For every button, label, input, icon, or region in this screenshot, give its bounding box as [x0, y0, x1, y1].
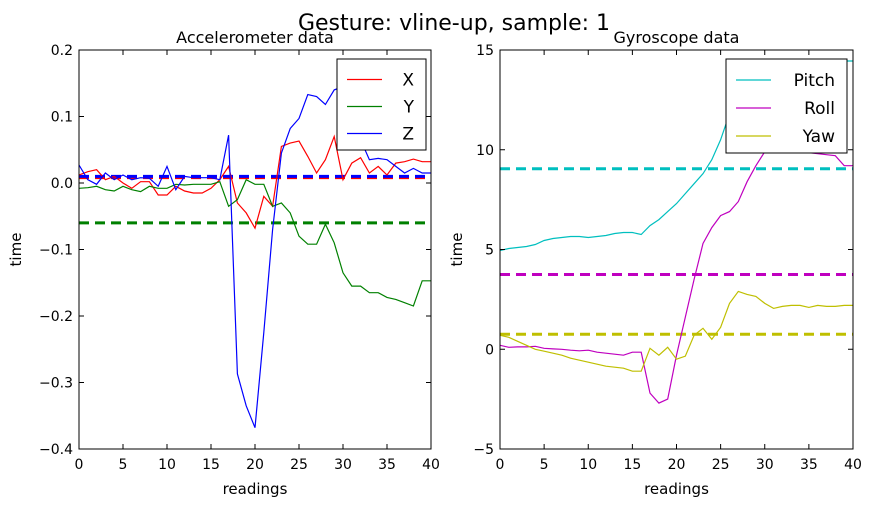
x-tick-label: 10	[158, 457, 176, 473]
y-tick-label: 15	[476, 43, 494, 59]
legend-label-pitch: Pitch	[794, 71, 835, 91]
y-tick-label: −0.4	[39, 442, 73, 458]
y-tick-label: 0.1	[51, 110, 73, 126]
legend-box	[336, 58, 427, 151]
chart-title: Gyroscope data	[614, 28, 740, 47]
y-tick-label: −0.1	[39, 243, 73, 259]
x-tick-label: 0	[496, 457, 505, 473]
x-tick-label: 15	[623, 457, 641, 473]
x-tick-label: 25	[712, 457, 730, 473]
y-axis-label: time	[7, 233, 25, 267]
y-tick-label: 0.0	[51, 176, 73, 192]
x-tick-label: 20	[668, 457, 686, 473]
y-tick-label: 0.2	[51, 43, 73, 59]
legend-label-yaw: Yaw	[802, 127, 835, 147]
x-tick-label: 15	[202, 457, 220, 473]
legend-label-roll: Roll	[804, 99, 835, 119]
x-tick-label: 35	[800, 457, 818, 473]
y-tick-label: 0	[485, 342, 494, 358]
legend: Pitch Roll Yaw	[725, 58, 848, 154]
x-tick-label: 5	[119, 457, 128, 473]
chart-panel-1: 0 5 10 15 20 25 30 35 40 −0.4 −0.3 −0.2 −0.1 0.0 0.1 0.…	[7, 28, 440, 498]
chart-title: Accelerometer data	[176, 28, 334, 47]
y-tick-label: 10	[476, 143, 494, 159]
legend-label-y: Y	[403, 98, 415, 118]
x-axis-label: readings	[644, 480, 709, 498]
legend-box	[725, 58, 848, 154]
series-line-z	[79, 85, 431, 428]
series-line-y	[79, 178, 431, 307]
y-tick-label: 5	[485, 243, 494, 259]
x-tick-label: 30	[756, 457, 774, 473]
legend: XYZ	[336, 58, 427, 151]
x-tick-label: 40	[844, 457, 862, 473]
legend-label-x: X	[402, 71, 414, 91]
x-tick-label: 30	[334, 457, 352, 473]
series-line-x	[79, 134, 431, 230]
x-tick-label: 0	[75, 457, 84, 473]
x-tick-label: 5	[540, 457, 549, 473]
panels: 0 5 10 15 20 25 30 35 40 −0.4 −0.3 −0.2 −0.1 0.0 0.1 0.…	[7, 28, 862, 498]
x-tick-label: 40	[422, 457, 440, 473]
y-tick-label: −0.2	[39, 309, 73, 325]
y-tick-label: −0.3	[39, 376, 73, 392]
legend-label-z: Z	[402, 125, 414, 145]
x-tick-label: 20	[246, 457, 264, 473]
x-axis-label: readings	[223, 480, 288, 498]
y-tick-label: −5	[473, 442, 494, 458]
x-tick-label: 25	[290, 457, 308, 473]
x-tick-label: 10	[579, 457, 597, 473]
figure-title: Gesture: vline-up, sample: 1	[298, 11, 610, 36]
series-line-yaw	[500, 290, 853, 372]
x-tick-label: 35	[378, 457, 396, 473]
y-axis-label: time	[448, 233, 466, 267]
